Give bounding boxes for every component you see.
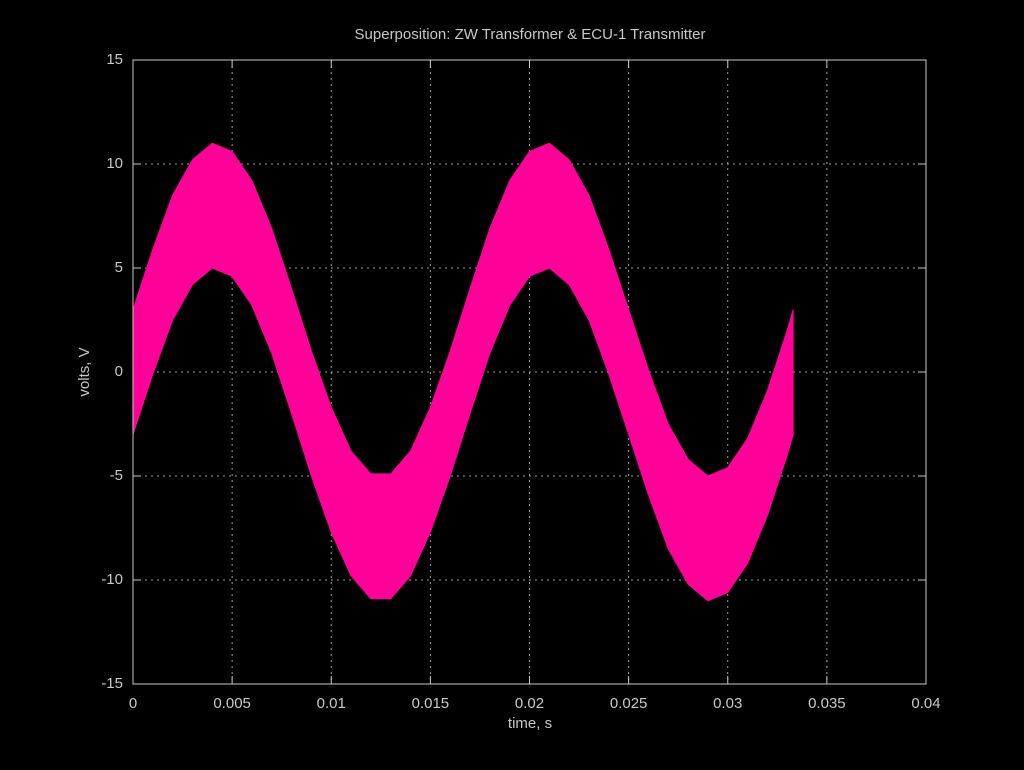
y-axis-label: volts, V — [76, 347, 93, 396]
x-tick-label: 0.02 — [515, 695, 544, 712]
x-tick-label: 0.005 — [213, 695, 251, 712]
y-tick-label: 15 — [106, 51, 123, 68]
x-tick-label: 0.01 — [317, 695, 346, 712]
x-tick-label: 0 — [129, 695, 137, 712]
y-tick-label: 5 — [115, 259, 123, 276]
x-axis-label: time, s — [508, 715, 552, 732]
y-tick-label: -10 — [101, 571, 123, 588]
x-tick-label: 0.035 — [808, 695, 846, 712]
signal-band — [132, 142, 794, 602]
x-tick-label: 0.03 — [713, 695, 742, 712]
chart-title: Superposition: ZW Transformer & ECU-1 Tr… — [355, 26, 706, 43]
y-tick-label: -15 — [101, 675, 123, 692]
plot-frame — [132, 59, 927, 685]
x-tick-label: 0.025 — [610, 695, 648, 712]
x-tick-label: 0.015 — [412, 695, 450, 712]
y-tick-label: 10 — [106, 155, 123, 172]
x-tick-label: 0.04 — [911, 695, 940, 712]
y-tick-label: 0 — [115, 363, 123, 380]
y-tick-label: -5 — [110, 467, 123, 484]
